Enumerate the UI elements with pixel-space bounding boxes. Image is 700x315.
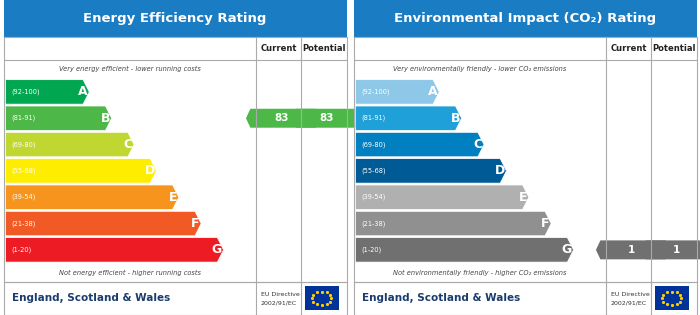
Text: Very environmentally friendly - lower CO₂ emissions: Very environmentally friendly - lower CO…	[393, 66, 566, 72]
Text: (21-38): (21-38)	[11, 220, 36, 227]
Text: Environmental Impact (CO₂) Rating: Environmental Impact (CO₂) Rating	[394, 12, 656, 25]
Text: Potential: Potential	[302, 44, 346, 53]
Polygon shape	[356, 159, 506, 183]
Bar	[654, 287, 689, 311]
Polygon shape	[6, 80, 89, 104]
Polygon shape	[356, 211, 551, 236]
Text: EU Directive: EU Directive	[610, 292, 650, 297]
Text: F: F	[191, 217, 200, 230]
Text: A: A	[78, 85, 88, 98]
Text: (92-100): (92-100)	[11, 89, 40, 95]
Text: (55-68): (55-68)	[11, 168, 36, 174]
Text: (39-54): (39-54)	[11, 194, 36, 200]
Text: (81-91): (81-91)	[361, 115, 385, 122]
Text: (1-20): (1-20)	[11, 247, 32, 253]
Text: 2002/91/EC: 2002/91/EC	[610, 301, 647, 306]
Text: (69-80): (69-80)	[361, 141, 386, 148]
Text: Current: Current	[610, 44, 647, 53]
Text: Current: Current	[260, 44, 297, 53]
Polygon shape	[6, 132, 134, 157]
Bar	[4, 0, 346, 37]
Text: Energy Efficiency Rating: Energy Efficiency Rating	[83, 12, 267, 25]
Text: D: D	[144, 164, 155, 177]
Polygon shape	[356, 238, 573, 262]
Text: (92-100): (92-100)	[361, 89, 390, 95]
Text: 83: 83	[319, 113, 334, 123]
Polygon shape	[641, 240, 700, 259]
Polygon shape	[356, 106, 461, 130]
Text: (81-91): (81-91)	[11, 115, 35, 122]
Text: B: B	[100, 112, 110, 125]
Text: 83: 83	[274, 113, 288, 123]
Text: Very energy efficient - lower running costs: Very energy efficient - lower running co…	[59, 66, 200, 72]
Text: 1: 1	[627, 245, 635, 255]
Text: England, Scotland & Wales: England, Scotland & Wales	[12, 294, 170, 303]
Text: Not environmentally friendly - higher CO₂ emissions: Not environmentally friendly - higher CO…	[393, 269, 566, 276]
Polygon shape	[356, 185, 528, 209]
Text: Not energy efficient - higher running costs: Not energy efficient - higher running co…	[59, 269, 201, 276]
Polygon shape	[596, 240, 666, 259]
Text: (39-54): (39-54)	[361, 194, 386, 200]
Text: G: G	[561, 243, 572, 256]
Polygon shape	[6, 238, 223, 262]
Text: (1-20): (1-20)	[361, 247, 382, 253]
Polygon shape	[356, 80, 440, 104]
Text: England, Scotland & Wales: England, Scotland & Wales	[362, 294, 520, 303]
Polygon shape	[291, 109, 361, 128]
Text: E: E	[519, 191, 527, 204]
Polygon shape	[6, 159, 156, 183]
Text: Potential: Potential	[652, 44, 696, 53]
Text: EU Directive: EU Directive	[260, 292, 300, 297]
Text: C: C	[473, 138, 482, 151]
Bar	[304, 287, 339, 311]
Polygon shape	[6, 106, 111, 130]
Text: (69-80): (69-80)	[11, 141, 36, 148]
Polygon shape	[246, 109, 316, 128]
Text: E: E	[169, 191, 177, 204]
Polygon shape	[356, 132, 484, 157]
Polygon shape	[6, 211, 201, 236]
Text: 2002/91/EC: 2002/91/EC	[260, 301, 297, 306]
Text: F: F	[541, 217, 550, 230]
Text: D: D	[494, 164, 505, 177]
Bar	[354, 0, 696, 37]
Text: 1: 1	[673, 245, 680, 255]
Text: (21-38): (21-38)	[361, 220, 386, 227]
Text: B: B	[450, 112, 460, 125]
Text: G: G	[211, 243, 222, 256]
Text: A: A	[428, 85, 438, 98]
Text: C: C	[123, 138, 132, 151]
Text: (55-68): (55-68)	[361, 168, 386, 174]
Polygon shape	[6, 185, 178, 209]
